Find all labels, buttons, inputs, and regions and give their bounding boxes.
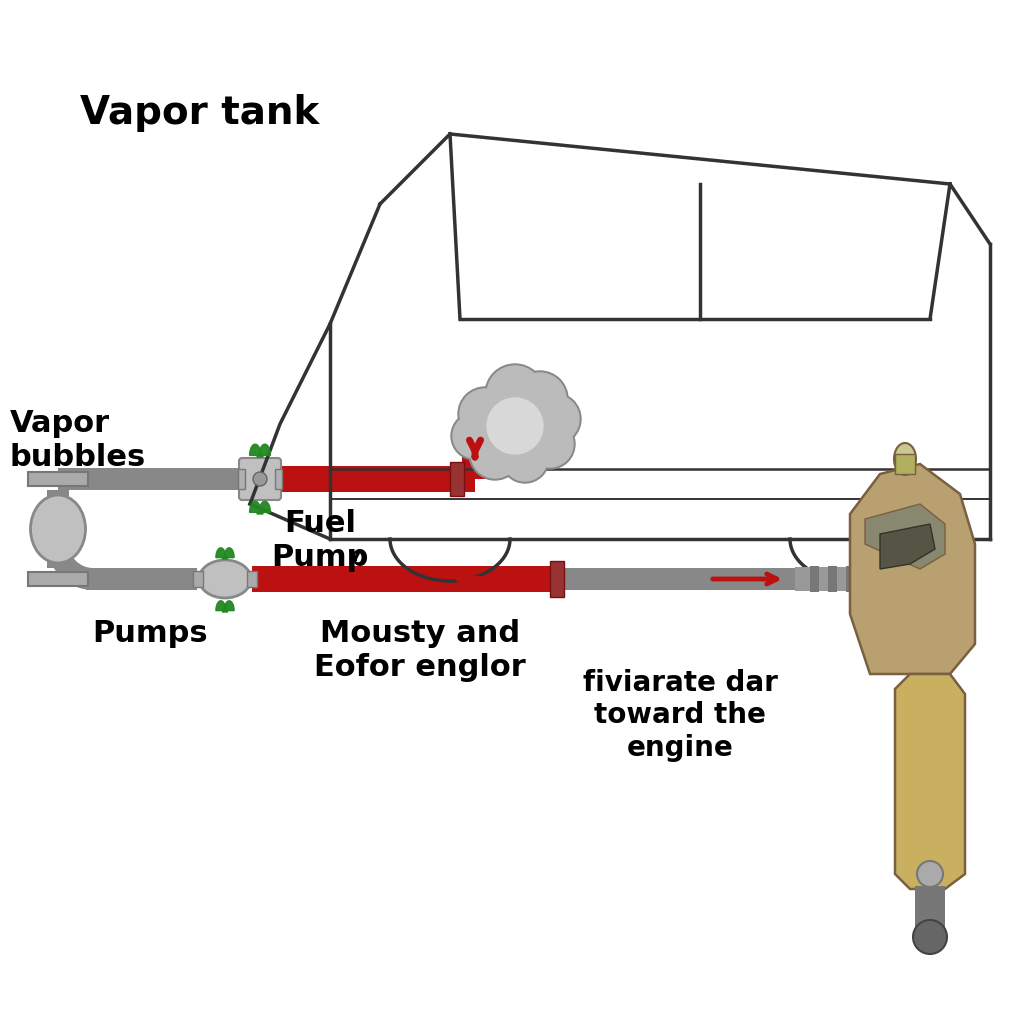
Circle shape <box>531 395 579 443</box>
Polygon shape <box>224 548 234 558</box>
Circle shape <box>471 430 519 478</box>
Bar <box>247 571 257 587</box>
FancyBboxPatch shape <box>239 458 281 500</box>
Polygon shape <box>257 453 263 457</box>
Bar <box>28 472 88 486</box>
Polygon shape <box>216 601 225 610</box>
Polygon shape <box>880 524 935 569</box>
Wedge shape <box>47 544 93 590</box>
Bar <box>828 566 837 592</box>
Polygon shape <box>222 555 227 559</box>
Bar <box>895 454 915 474</box>
Circle shape <box>253 472 267 486</box>
Ellipse shape <box>894 443 916 475</box>
Circle shape <box>529 393 581 445</box>
Bar <box>86 568 197 590</box>
Circle shape <box>918 861 943 887</box>
Bar <box>278 466 475 492</box>
Text: Mousty and
Eofor englor: Mousty and Eofor englor <box>314 618 526 682</box>
Bar <box>550 561 564 597</box>
Polygon shape <box>216 548 225 558</box>
Polygon shape <box>250 444 261 456</box>
Bar <box>846 566 855 592</box>
Polygon shape <box>865 504 945 569</box>
Circle shape <box>460 389 510 439</box>
Circle shape <box>487 366 543 422</box>
Bar <box>47 490 69 568</box>
Text: fiviarate dar
toward the
engine: fiviarate dar toward the engine <box>583 669 777 762</box>
Bar <box>915 886 945 939</box>
Circle shape <box>913 920 947 954</box>
Polygon shape <box>259 444 270 456</box>
Text: Pumps: Pumps <box>92 618 208 648</box>
Bar <box>58 468 255 490</box>
Polygon shape <box>895 674 965 889</box>
Ellipse shape <box>199 560 251 598</box>
Circle shape <box>453 414 497 458</box>
Circle shape <box>525 419 575 469</box>
Polygon shape <box>257 509 263 514</box>
Text: Fuel
Pump: Fuel Pump <box>271 509 369 571</box>
Circle shape <box>487 398 543 454</box>
Bar <box>462 454 488 479</box>
Bar <box>450 462 464 496</box>
Bar <box>564 568 800 590</box>
Bar <box>275 469 282 489</box>
Text: Vapor
bubbles: Vapor bubbles <box>10 409 146 472</box>
Bar <box>252 566 550 592</box>
Circle shape <box>469 428 521 480</box>
Bar <box>810 566 819 592</box>
Circle shape <box>458 387 512 441</box>
Bar <box>795 567 865 591</box>
Bar <box>238 469 245 489</box>
Bar <box>193 571 203 587</box>
Polygon shape <box>222 608 227 612</box>
Polygon shape <box>850 464 975 674</box>
Polygon shape <box>259 501 270 512</box>
Circle shape <box>501 435 549 483</box>
Ellipse shape <box>31 495 85 563</box>
Circle shape <box>485 364 545 424</box>
Polygon shape <box>224 601 234 610</box>
Text: Vapor tank: Vapor tank <box>80 94 319 132</box>
Circle shape <box>503 437 547 481</box>
Circle shape <box>527 421 573 467</box>
Bar <box>28 572 88 586</box>
Polygon shape <box>250 501 261 512</box>
Circle shape <box>514 373 566 425</box>
Circle shape <box>451 412 499 460</box>
Circle shape <box>512 371 568 427</box>
